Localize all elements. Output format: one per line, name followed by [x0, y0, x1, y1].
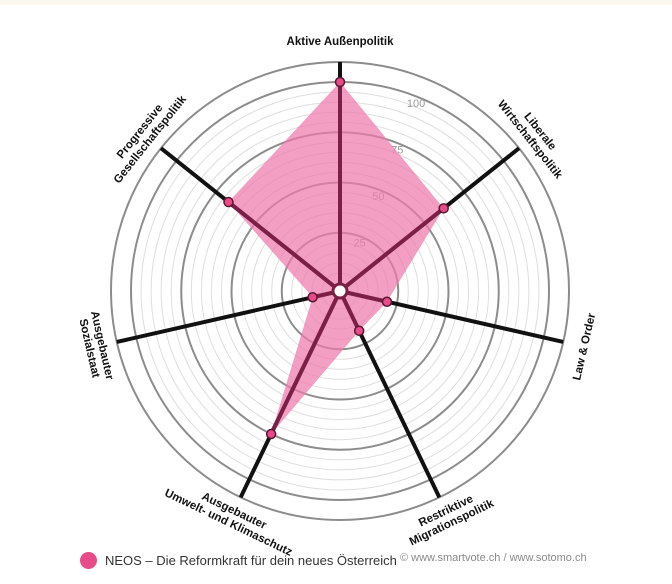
data-point [381, 296, 393, 307]
data-point [334, 76, 346, 88]
axis-label: Gesellschaftspolitik [112, 93, 190, 186]
axis-label-group: Law & Order [571, 312, 598, 382]
axis-spoke [116, 290, 333, 344]
axis-value-segment [341, 297, 361, 332]
axis-value-segment [227, 200, 335, 288]
axis-value-segment [345, 206, 445, 288]
axis-label-group: Aktive Außenpolitik [287, 36, 395, 48]
axis-value-segment [347, 290, 388, 304]
center-hub [331, 282, 349, 300]
data-point [438, 203, 449, 214]
data-point [265, 428, 277, 440]
axis-value-segment [269, 297, 339, 435]
axis-label: Law & Order [571, 312, 598, 382]
legend-swatch [80, 552, 97, 569]
legend-label: NEOS – Die Reformkraft für dein neues Ös… [105, 553, 397, 568]
tick-label: 100 [407, 98, 425, 110]
copyright-text: © www.smartvote.ch / www.sotomo.ch [400, 552, 587, 564]
axis-label: Aktive Außenpolitik [287, 36, 395, 48]
data-point [353, 325, 365, 337]
data-point [223, 196, 234, 208]
top-strip [0, 0, 672, 5]
axis-label: Umwelt- und Klimaschutz [163, 487, 295, 559]
legend: NEOS – Die Reformkraft für dein neues Ös… [80, 552, 397, 569]
data-point [307, 292, 318, 303]
series-area [228, 82, 444, 435]
